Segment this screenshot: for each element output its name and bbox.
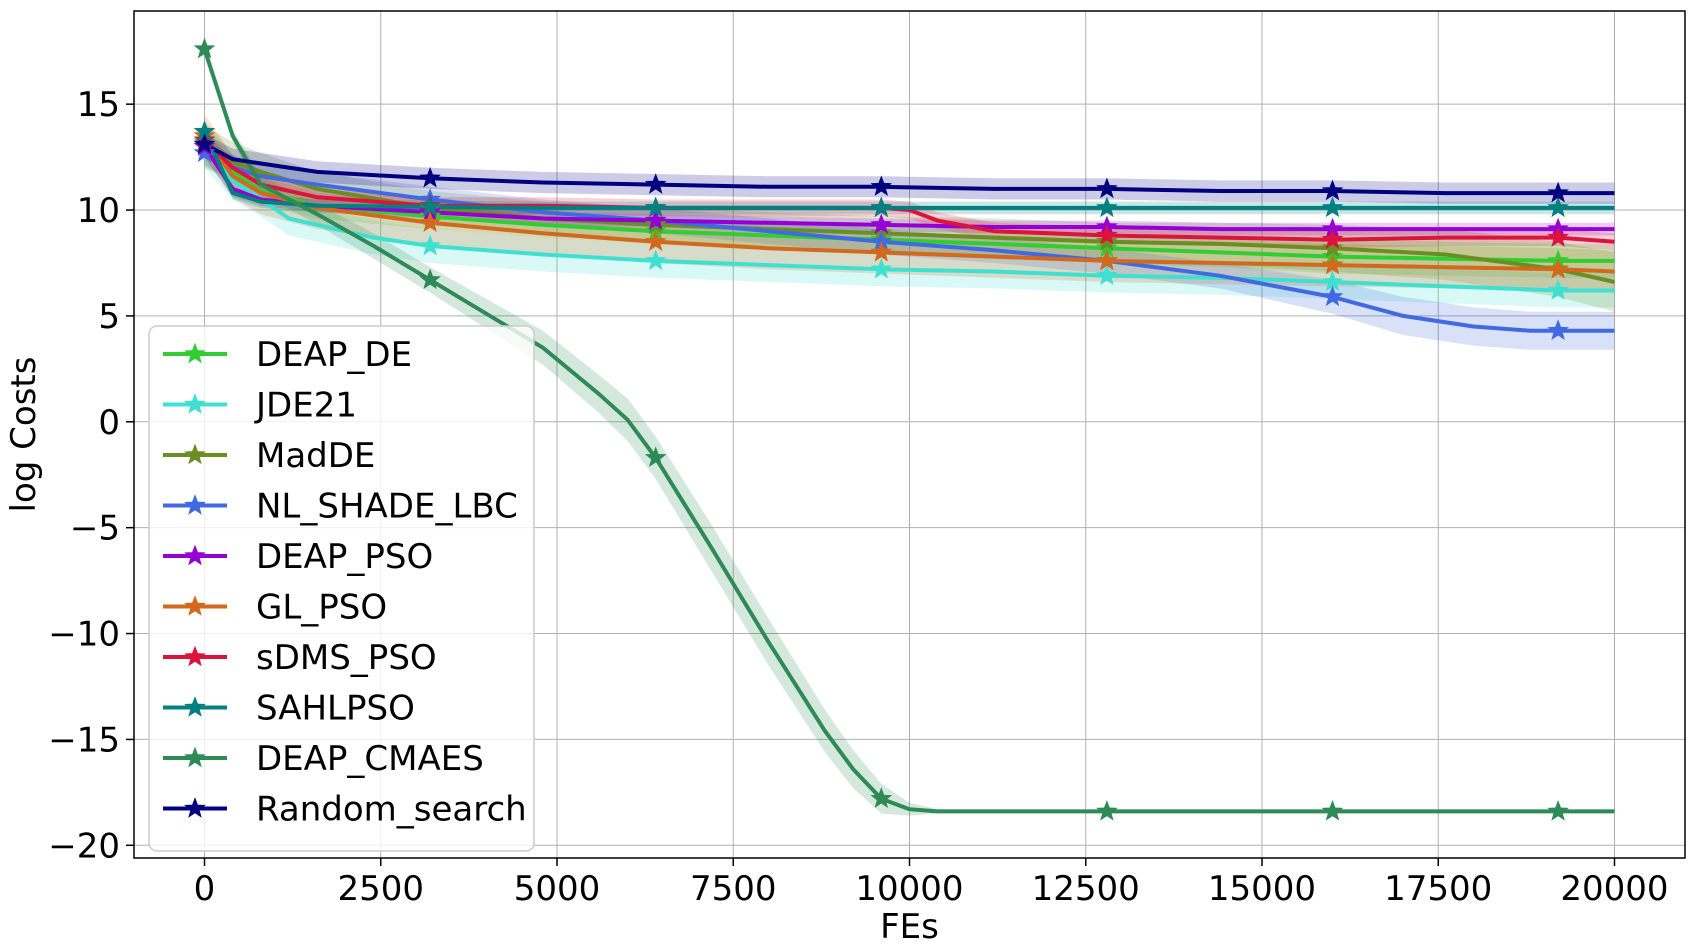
legend-marker-nl-shade-lbc	[184, 494, 206, 515]
line-sahlpso	[202, 130, 1615, 210]
marker-deap-cmaes	[1547, 799, 1569, 821]
legend-label-madde: MadDE	[256, 436, 375, 476]
marker-deap-cmaes	[1321, 799, 1344, 821]
line-random-search	[203, 142, 1615, 196]
marker-sahlpso	[870, 196, 893, 218]
x-tick-label: 0	[194, 869, 216, 909]
marker-jde21	[1096, 264, 1118, 285]
marker-gl-pso	[644, 230, 667, 252]
marker-sdms-pso	[1547, 226, 1569, 247]
x-tick-label: 10000	[855, 869, 963, 909]
marker-deap-cmaes	[1096, 799, 1118, 821]
marker-nl-shade-lbc	[193, 141, 216, 163]
band-gl-pso	[204, 114, 1615, 293]
legend-label-gl-pso: GL_PSO	[256, 588, 387, 628]
legend-marker-deap-cmaes	[184, 746, 206, 768]
marker-deap-cmaes	[644, 446, 667, 468]
line-deap-cmaes	[202, 48, 1615, 814]
marker-jde21	[1547, 279, 1569, 300]
x-tick-label: 2500	[337, 869, 424, 909]
marker-deap-pso	[870, 213, 893, 235]
legend: DEAP_DE JDE21 MadDE NL_SHADE_LBC DEAP_PSO GL_…	[148, 325, 535, 852]
legend-marker-jde21	[184, 393, 206, 414]
series-lines	[202, 48, 1615, 814]
marker-jde21	[644, 249, 667, 271]
marker-sahlpso	[1096, 196, 1118, 218]
line-nl-shade-lbc	[203, 151, 1615, 333]
legend-label-nl-shade-lbc: NL_SHADE_LBC	[256, 487, 518, 527]
legend-marker-deap-de	[184, 342, 206, 364]
marker-random-search	[1321, 179, 1344, 201]
x-axis-label: FEs	[880, 907, 939, 947]
y-tick-label: −20	[48, 826, 120, 866]
legend-label-deap-cmaes: DEAP_CMAES	[256, 739, 484, 779]
y-axis-label: log Costs	[4, 357, 44, 513]
marker-deap-pso	[644, 209, 667, 230]
marker-deap-cmaes	[193, 37, 216, 59]
x-tick-label: 20000	[1560, 869, 1668, 909]
marker-random-search	[644, 173, 667, 194]
marker-sdms-pso	[1321, 228, 1344, 249]
line-jde21	[202, 145, 1615, 293]
marker-random-search	[870, 175, 893, 196]
legend-marker-madde	[184, 443, 206, 465]
x-tick-label: 17500	[1384, 869, 1492, 909]
legend-box	[148, 325, 535, 852]
axis-ticks: 0 2500 5000 7500 10000 12500 15000 17500 20000 15…	[48, 85, 1668, 909]
marker-sahlpso	[419, 195, 441, 217]
legend-marker-gl-pso	[184, 595, 206, 616]
y-tick-label: 10	[77, 191, 120, 231]
x-tick-label: 15000	[1208, 869, 1316, 909]
legend-label-sdms-pso: sDMS_PSO	[256, 638, 437, 678]
legend-marker-sdms-pso	[184, 645, 206, 667]
legend-label-sahlpso: SAHLPSO	[256, 689, 415, 729]
y-tick-label: −5	[70, 509, 120, 549]
marker-sdms-pso	[1096, 224, 1118, 245]
legend-marker-sahlpso	[184, 696, 206, 717]
y-tick-label: 15	[77, 85, 120, 125]
marker-random-search	[1096, 177, 1118, 199]
x-tick-label: 5000	[514, 869, 601, 909]
marker-deap-cmaes	[870, 787, 893, 808]
marker-random-search	[193, 132, 216, 154]
x-tick-label: 7500	[690, 869, 777, 909]
legend-label-jde21: JDE21	[254, 386, 357, 426]
legend-label-random-search: Random_search	[256, 790, 527, 830]
marker-gl-pso	[1547, 257, 1569, 279]
marker-gl-pso	[870, 240, 893, 262]
legend-label-deap-de: DEAP_DE	[256, 335, 412, 375]
y-tick-label: 0	[98, 403, 120, 443]
marker-sahlpso	[1547, 196, 1569, 218]
marker-jde21	[419, 234, 441, 256]
legend-marker-random-search	[184, 797, 206, 818]
x-tick-label: 12500	[1032, 869, 1140, 909]
marker-madde	[1321, 236, 1344, 258]
marker-sahlpso	[1321, 196, 1344, 218]
marker-gl-pso	[1321, 253, 1344, 275]
legend-label-deap-pso: DEAP_PSO	[256, 537, 433, 577]
legend-marker-deap-pso	[184, 544, 206, 566]
band-deap-pso	[204, 135, 1615, 236]
marker-jde21	[870, 257, 893, 279]
marker-deap-cmaes	[419, 268, 441, 290]
y-tick-label: 5	[98, 297, 120, 337]
y-tick-label: −10	[48, 615, 120, 655]
band-random-search	[204, 133, 1615, 204]
marker-sahlpso	[644, 196, 667, 218]
marker-nl-shade-lbc	[1321, 285, 1344, 307]
series-markers	[193, 37, 1569, 821]
marker-random-search	[1547, 181, 1569, 203]
marker-gl-pso	[1096, 249, 1118, 271]
marker-madde	[1096, 230, 1118, 252]
y-tick-label: −15	[48, 720, 120, 760]
marker-gl-pso	[419, 211, 441, 232]
marker-nl-shade-lbc	[1547, 319, 1569, 340]
band-jde21	[204, 125, 1615, 308]
marker-random-search	[419, 166, 441, 188]
